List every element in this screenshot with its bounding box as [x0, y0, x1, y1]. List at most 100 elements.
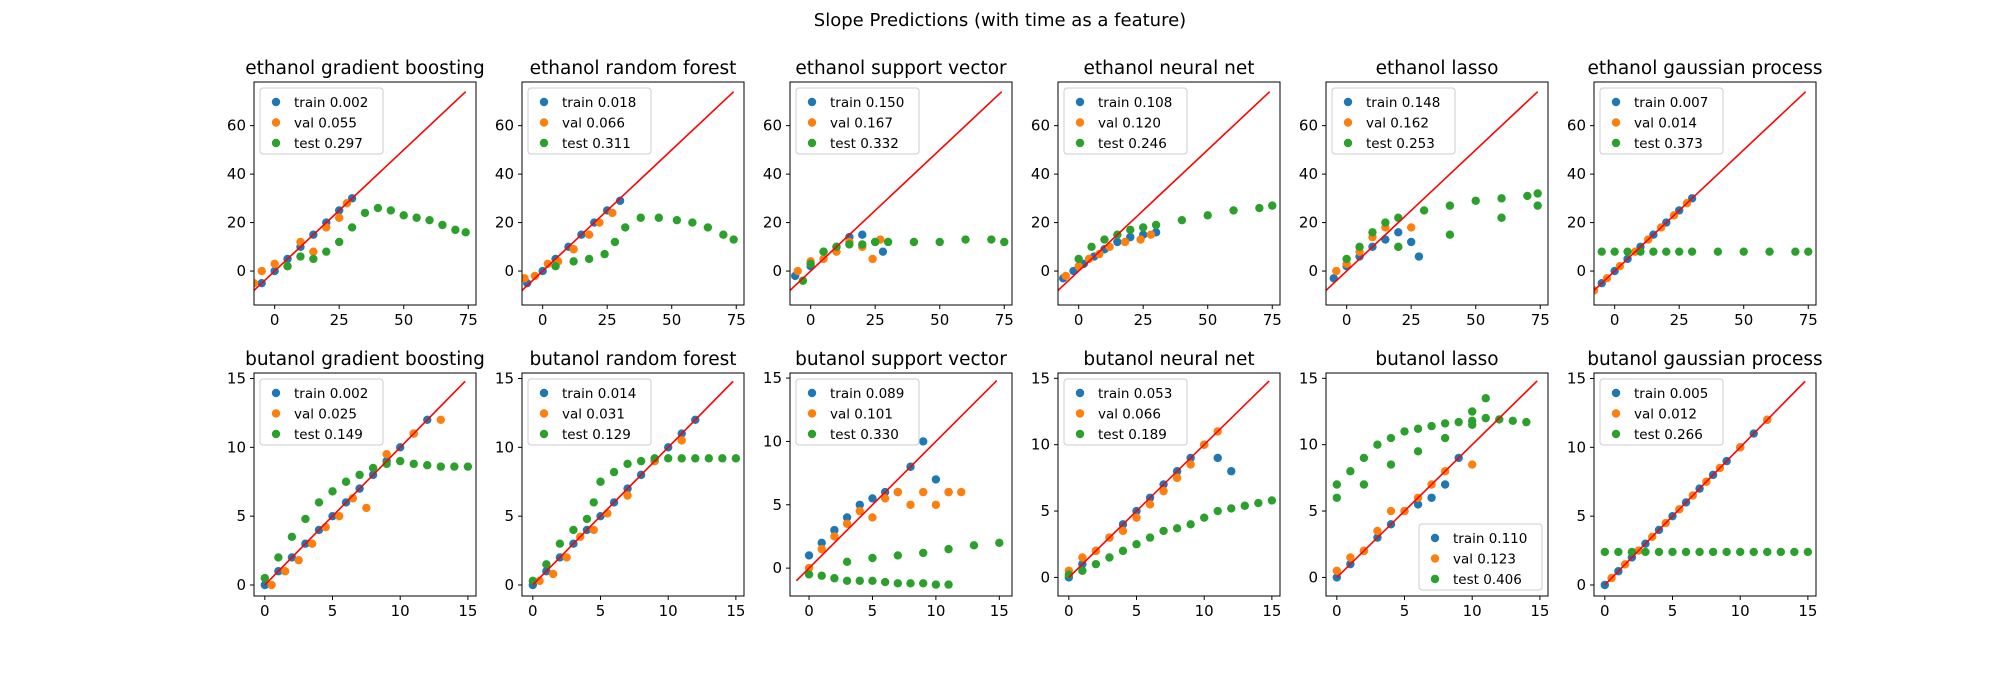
data-point-test: [1386, 433, 1396, 443]
x-tick-label: 10: [1731, 602, 1750, 620]
y-tick-label: 0: [1576, 576, 1586, 594]
data-point-train: [919, 437, 928, 446]
data-point-test: [1523, 191, 1532, 201]
legend-box: [1063, 87, 1188, 155]
legend-label-train: train 0.150: [830, 95, 904, 111]
data-point-test: [596, 477, 605, 486]
data-point-test: [1749, 547, 1758, 557]
data-point-test: [1254, 498, 1263, 508]
y-tick-label: 10: [1299, 436, 1318, 454]
data-point-test: [1674, 247, 1684, 256]
legend-label-val: val 0.120: [1098, 116, 1161, 132]
legend-label-train: train 0.014: [562, 386, 636, 402]
chart-panel: ethanol random forest 0 25 50 75 0 20 40 60 train…: [495, 58, 746, 329]
legend-marker-test: [539, 429, 549, 439]
data-point-test: [719, 230, 728, 239]
data-point-test: [718, 454, 727, 463]
legend-marker-train: [271, 97, 281, 107]
data-point-test: [314, 498, 324, 507]
x-tick-label: 25: [330, 311, 349, 329]
data-point-val: [1373, 526, 1382, 536]
y-tick-label: 0: [1576, 262, 1586, 280]
data-point-test: [451, 225, 460, 235]
data-point-test: [1078, 566, 1087, 575]
data-point-test: [328, 487, 337, 496]
legend-marker-val: [1075, 118, 1085, 127]
chart-panel: ethanol lasso 0 25 50 75 0 20 40 60 train 0.148 va…: [1299, 58, 1550, 329]
data-point-val: [1332, 566, 1342, 575]
data-point-test: [1497, 194, 1506, 203]
data-point-train: [1213, 453, 1222, 463]
data-point-test: [551, 262, 560, 271]
data-point-test: [1159, 526, 1168, 536]
data-point-test: [858, 240, 867, 249]
data-point-val: [1084, 254, 1094, 264]
x-tick-label: 25: [1402, 311, 1421, 329]
data-point-train: [817, 538, 826, 547]
data-point-test: [868, 576, 877, 585]
x-tick-label: 5: [1400, 602, 1410, 620]
data-point-test: [1467, 407, 1477, 416]
x-tick-label: 50: [930, 311, 949, 329]
data-point-train: [855, 500, 864, 509]
data-point-val: [335, 511, 344, 521]
data-point-test: [919, 579, 928, 588]
data-point-test: [1091, 559, 1101, 569]
y-tick-label: 40: [1031, 165, 1050, 183]
x-tick-label: 0: [528, 602, 538, 620]
legend-label-train: train 0.089: [830, 386, 904, 402]
legend: train 0.014 val 0.031 test 0.129: [527, 378, 652, 446]
x-tick-label: 10: [926, 602, 945, 620]
data-point-test: [296, 252, 305, 261]
legend-marker-val: [807, 118, 817, 127]
data-point-test: [672, 215, 682, 225]
data-point-val: [931, 500, 941, 509]
legend-label-val: val 0.031: [562, 407, 625, 423]
data-point-test: [1687, 247, 1697, 256]
data-point-val: [309, 247, 318, 256]
data-point-test: [817, 571, 826, 580]
x-tick-label: 50: [1198, 311, 1217, 329]
x-tick-label: 15: [458, 602, 477, 620]
axes-frame: [1593, 81, 1817, 306]
legend-label-val: val 0.014: [1634, 116, 1697, 132]
data-point-test: [906, 579, 915, 588]
x-tick-label: 25: [1670, 311, 1689, 329]
data-point-train: [830, 525, 839, 535]
data-point-test: [1497, 213, 1506, 222]
legend-label-val: val 0.066: [1098, 407, 1161, 423]
data-point-train: [1394, 228, 1403, 237]
data-point-test: [1445, 230, 1455, 239]
legend-label-test: test 0.406: [1453, 572, 1522, 588]
panel-title: butanol support vector: [795, 349, 1007, 370]
data-point-test: [368, 463, 378, 473]
data-point-test: [584, 254, 594, 264]
series-test: [1074, 201, 1277, 264]
data-point-test: [1610, 247, 1619, 256]
identity-line: [1058, 91, 1271, 292]
data-point-val: [543, 259, 553, 268]
data-point-test: [1445, 201, 1455, 210]
legend-marker-test: [1343, 138, 1353, 148]
data-point-test: [425, 215, 434, 225]
data-point-test: [1267, 496, 1277, 505]
data-point-test: [650, 454, 659, 463]
data-point-train: [1227, 467, 1236, 476]
legend: train 0.018 val 0.066 test 0.311: [527, 87, 652, 155]
x-tick-label: 0: [1332, 602, 1342, 620]
data-point-test: [868, 553, 877, 563]
data-point-test: [1481, 394, 1490, 403]
series-test: [1332, 394, 1531, 502]
data-point-val: [348, 494, 358, 503]
data-point-test: [1400, 427, 1409, 436]
legend-marker-val: [271, 409, 281, 418]
data-point-test: [1368, 228, 1377, 237]
data-point-test: [1386, 460, 1396, 469]
legend-label-train: train 0.148: [1366, 95, 1440, 111]
y-tick-label: 0: [1040, 262, 1050, 280]
plot-area: [795, 380, 1004, 589]
data-point-test: [1440, 419, 1450, 428]
series-test: [528, 454, 741, 586]
y-tick-label: 0: [236, 262, 246, 280]
data-point-val: [880, 494, 890, 503]
